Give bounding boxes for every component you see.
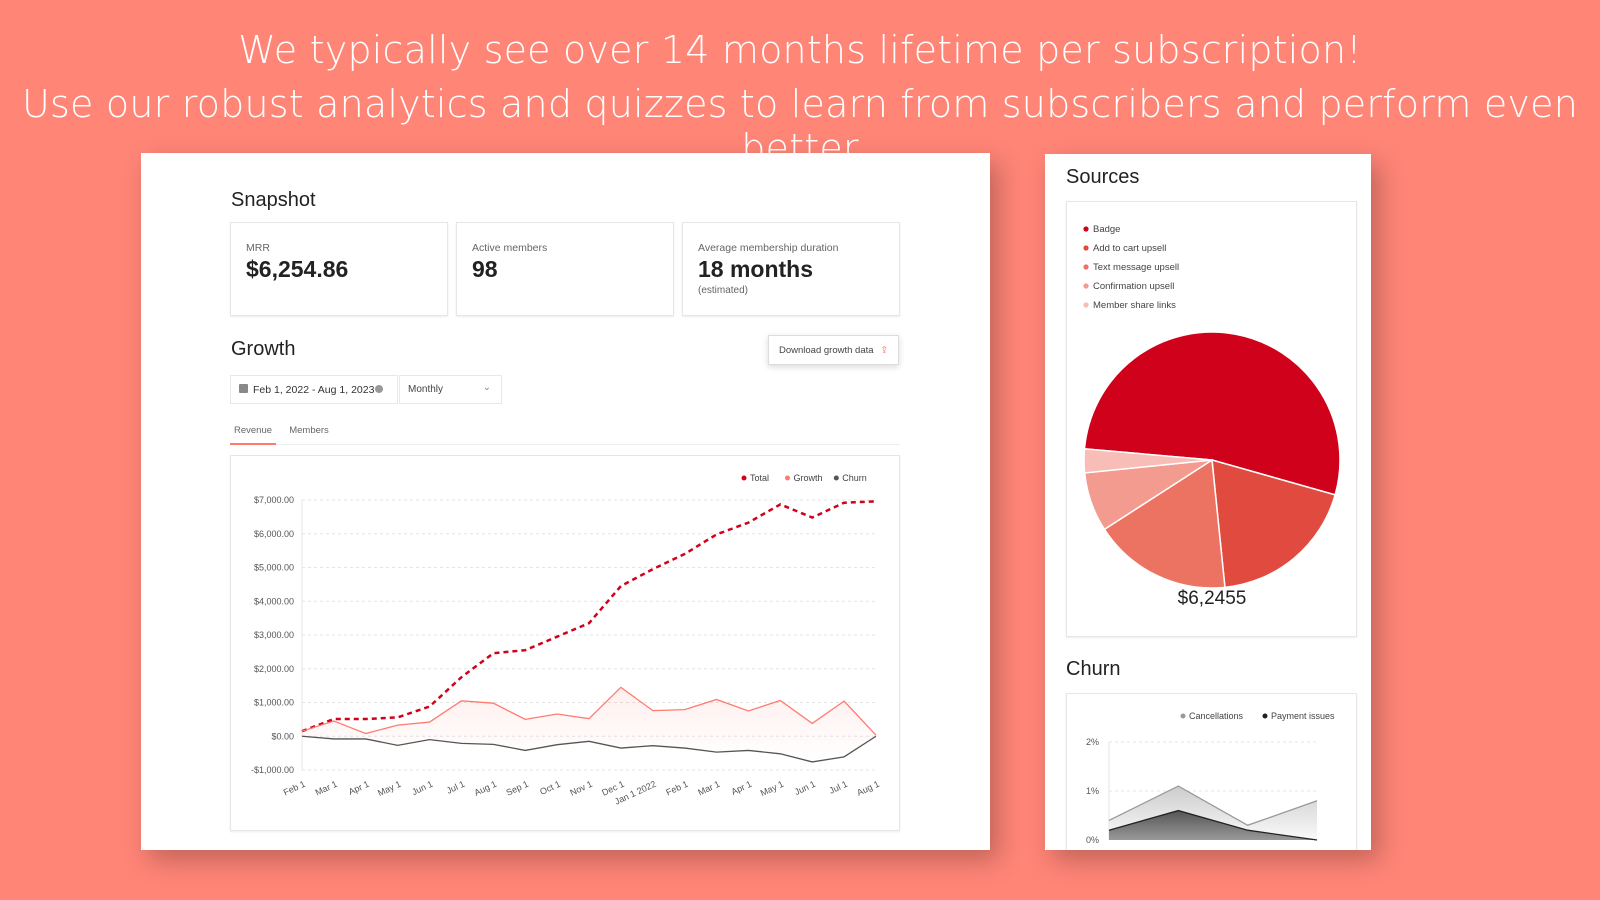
y-tick-label: 1% xyxy=(1086,786,1099,796)
active-members-label: Active members xyxy=(472,242,548,254)
series-line-payment-issues xyxy=(1108,809,1318,841)
x-tick-label: Oct 1 xyxy=(538,779,562,797)
calendar-icon xyxy=(239,384,248,393)
x-tick-label: Feb 1 xyxy=(282,779,307,798)
series-line-total xyxy=(301,500,877,733)
churn-title: Churn xyxy=(1066,658,1121,680)
legend-dot xyxy=(1180,713,1186,719)
churn-chart: 2% 1% 0% Cancellations Payment issues xyxy=(1086,711,1335,845)
x-tick-label: Mar 1 xyxy=(314,779,339,798)
pie-slice-member-share-links xyxy=(1083,448,1213,474)
legend-dot xyxy=(833,475,839,481)
avg-duration-card: Average membership duration 18 months (e… xyxy=(682,222,900,316)
y-tick-label: $5,000.00 xyxy=(254,563,294,573)
y-tick-label: $0.00 xyxy=(271,731,294,741)
avg-duration-label: Average membership duration xyxy=(698,242,839,254)
x-tick-label: Nov 1 xyxy=(568,779,594,798)
avg-duration-note: (estimated) xyxy=(698,285,749,296)
export-icon: ⇪ xyxy=(880,345,889,356)
active-members-value: 98 xyxy=(472,256,498,282)
x-tick-label: Aug 1 xyxy=(473,779,499,798)
legend-dot xyxy=(1083,302,1089,308)
y-tick-label: $1,000.00 xyxy=(254,698,294,708)
tab-members-label: Members xyxy=(289,425,329,436)
interval-value: Monthly xyxy=(408,384,444,395)
tabs-divider xyxy=(230,444,900,445)
x-tick-label: Mar 1 xyxy=(696,779,721,798)
x-tick-label: Jul 1 xyxy=(827,779,848,796)
chevron-down-icon: ⌄ xyxy=(482,382,491,393)
tab-revenue[interactable]: Revenue xyxy=(230,425,276,445)
active-members-card: Active members 98 xyxy=(456,222,674,316)
avg-duration-value: 18 months xyxy=(698,256,814,282)
legend-dot xyxy=(1262,713,1268,719)
tab-members[interactable]: Members xyxy=(286,425,332,445)
sources-title: Sources xyxy=(1066,166,1140,188)
area-payment-issues xyxy=(1109,810,1317,840)
headline-line-1: We typically see over 14 months lifetime… xyxy=(238,28,1362,72)
pie-total-label: $6,2455 xyxy=(1178,588,1247,609)
x-tick-label: Aug 1 xyxy=(855,779,881,798)
sources-churn-panel: Sources Badge Add to cart upsell Text mess… xyxy=(1045,154,1371,850)
y-tick-label: 2% xyxy=(1086,737,1099,747)
tab-revenue-label: Revenue xyxy=(233,425,273,436)
mrr-value: $6,254.86 xyxy=(246,256,349,282)
sources-pie-chart: Badge Add to cart upsell Text message upse… xyxy=(1083,224,1341,609)
legend-label: Add to cart upsell xyxy=(1093,243,1166,254)
x-tick-label: May 1 xyxy=(376,779,402,798)
download-label: Download growth data xyxy=(779,345,874,356)
legend-dot xyxy=(1083,264,1089,270)
legend-label: Confirmation upsell xyxy=(1093,281,1174,292)
x-tick-label: Sep 1 xyxy=(505,779,531,798)
sources-chart-card: Badge Add to cart upsell Text message upse… xyxy=(1066,201,1357,637)
growth-title: Growth xyxy=(231,338,296,360)
x-tick-label: May 1 xyxy=(759,779,785,798)
download-growth-button[interactable]: Download growth data ⇪ xyxy=(768,335,899,365)
legend-label: Churn xyxy=(842,473,867,483)
x-tick-label: Apr 1 xyxy=(347,779,371,797)
revenue-chart-card: $7,000.00 $6,000.00 $5,000.00 $4,000.00 $3,0… xyxy=(230,455,900,831)
dashboard-panel: Snapshot MRR $6,254.86 Active members 98… xyxy=(141,153,990,850)
pie-slice-add-to-cart-upsell xyxy=(1211,458,1337,589)
legend-dot xyxy=(785,475,790,481)
series-line-churn xyxy=(301,735,877,763)
legend-label: Cancellations xyxy=(1189,711,1244,721)
clear-date-icon[interactable] xyxy=(375,385,384,393)
series-line-cancellations xyxy=(1108,785,1318,827)
y-tick-label: $6,000.00 xyxy=(254,529,294,539)
legend-label: Text message upsell xyxy=(1093,262,1179,273)
mrr-label: MRR xyxy=(246,242,270,254)
date-range-value: Feb 1, 2022 - Aug 1, 2023 xyxy=(253,384,375,396)
x-tick-label: Apr 1 xyxy=(730,779,754,797)
y-tick-label: $7,000.00 xyxy=(254,495,294,505)
growth-area xyxy=(302,687,876,762)
mrr-card: MRR $6,254.86 xyxy=(230,222,448,316)
legend-dot xyxy=(1083,283,1089,289)
churn-chart-card: 2% 1% 0% Cancellations Payment issues xyxy=(1066,693,1357,850)
y-tick-label: $4,000.00 xyxy=(254,596,294,606)
x-tick-label: Jun 1 xyxy=(410,779,434,797)
y-tick-label: -$1,000.00 xyxy=(251,765,294,775)
x-tick-label: Jul 1 xyxy=(445,779,466,796)
y-tick-label: 0% xyxy=(1086,835,1099,845)
x-tick-label: Feb 1 xyxy=(664,779,689,798)
y-tick-label: $2,000.00 xyxy=(254,664,294,674)
pie-slice-text-message-upsell xyxy=(1103,458,1226,589)
x-tick-label: Jun 1 xyxy=(793,779,817,797)
series-line-growth xyxy=(301,686,877,736)
date-range-picker[interactable]: Feb 1, 2022 - Aug 1, 2023 xyxy=(230,375,398,404)
revenue-chart: $7,000.00 $6,000.00 $5,000.00 $4,000.00 $3,0… xyxy=(251,473,881,807)
legend-dot xyxy=(1083,245,1089,251)
legend-label: Total xyxy=(750,473,769,483)
legend-label: Payment issues xyxy=(1271,711,1335,721)
y-tick-label: $3,000.00 xyxy=(254,630,294,640)
legend-label: Badge xyxy=(1093,224,1120,235)
legend-dot xyxy=(1083,226,1089,232)
legend-dot xyxy=(741,475,747,481)
legend-label: Member share links xyxy=(1093,300,1176,311)
legend-label: Growth xyxy=(794,473,823,483)
headline-line-2: Use our robust analytics and quizzes to … xyxy=(22,82,1578,170)
interval-select[interactable]: Monthly ⌄ xyxy=(399,375,502,404)
snapshot-title: Snapshot xyxy=(231,189,316,211)
